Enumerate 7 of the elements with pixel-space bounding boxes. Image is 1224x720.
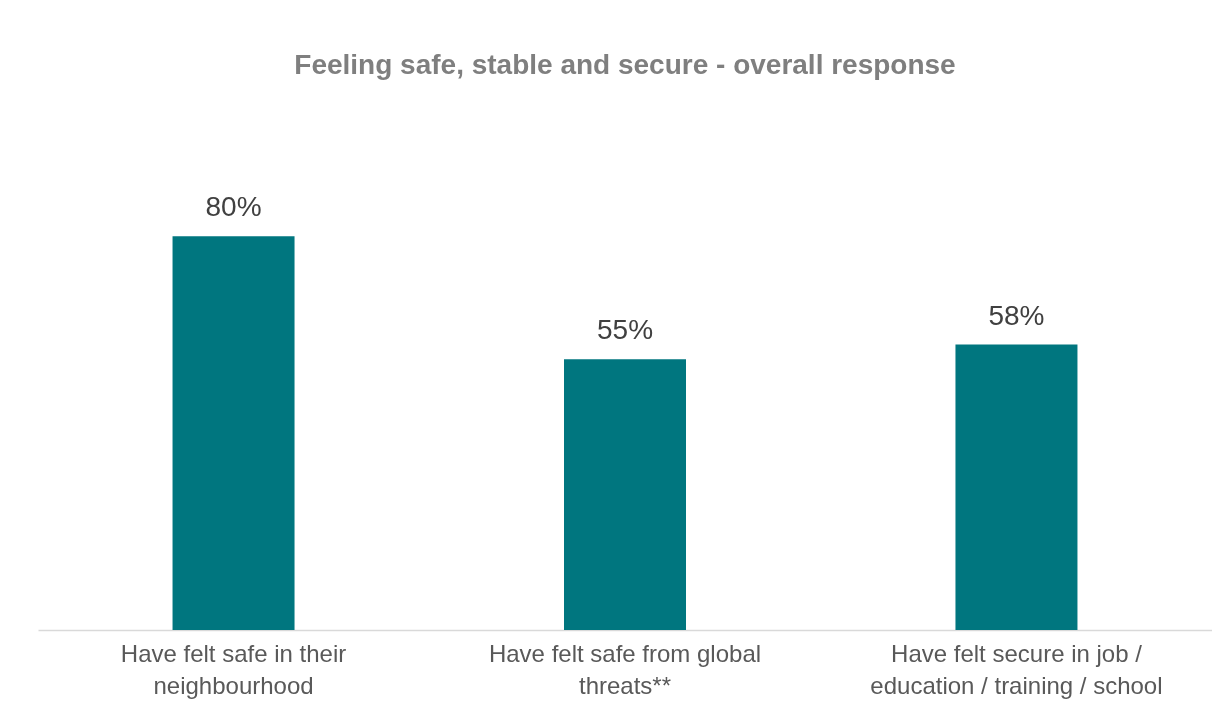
data-label: 55%	[596, 314, 654, 346]
data-label: 80%	[205, 191, 262, 223]
data-label: 58%	[988, 299, 1045, 331]
chart-title: Feeling safe, stable and secure - overall response	[294, 49, 956, 80]
x-tick-label: Have felt safe in their neighbourhood	[120, 639, 347, 699]
x-tick-label: Have felt safe from global threats**	[488, 639, 762, 699]
x-tick-label: Have felt secure in job / education / training / school	[870, 639, 1163, 699]
